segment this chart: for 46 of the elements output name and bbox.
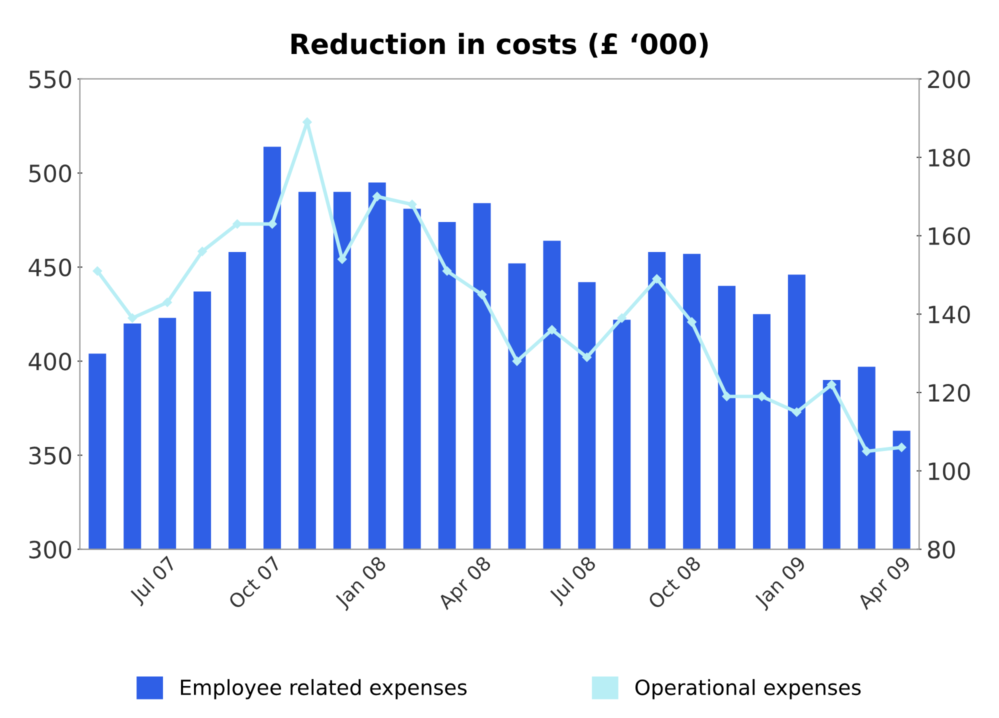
y2-tick-label: 160 — [928, 227, 970, 246]
point — [512, 356, 522, 366]
y2-tick-label: 180 — [928, 148, 970, 167]
y-tick-label: 300 — [29, 540, 72, 559]
point — [687, 317, 696, 327]
point — [268, 219, 277, 229]
point — [547, 325, 557, 334]
legend-label: Employee related expenses — [181, 679, 467, 700]
y2-tick-label: 120 — [928, 384, 970, 402]
point — [198, 246, 207, 256]
legend-label: Operational expenses — [635, 679, 861, 700]
x-tick-label: Jul 07 — [128, 555, 180, 606]
point — [162, 298, 172, 307]
point — [582, 352, 592, 362]
y-tick-label: 500 — [29, 164, 72, 182]
point — [477, 290, 487, 300]
x-tick-label: Oct 07 — [228, 556, 282, 610]
y2-tick-label: 80 — [928, 540, 955, 559]
x-tick-label: Jan 09 — [753, 555, 809, 612]
x-tick-label: Oct 08 — [647, 555, 702, 610]
point — [407, 200, 417, 210]
y-tick-label: 450 — [28, 258, 72, 276]
point — [617, 313, 626, 323]
x-tick-label: Apr 09 — [856, 555, 914, 613]
y-tick-label: 400 — [28, 352, 72, 370]
point — [862, 446, 872, 456]
y-tick-label: 350 — [29, 446, 72, 465]
point — [232, 219, 242, 229]
y-tick-label: 550 — [29, 70, 72, 88]
y2-tick-label: 200 — [928, 70, 970, 88]
chart-title: Reduction in costs (£ ‘000) — [291, 32, 708, 58]
y2-tick-label: 140 — [928, 306, 970, 324]
point — [372, 192, 382, 202]
point — [128, 313, 137, 323]
point — [827, 380, 836, 390]
point — [792, 407, 802, 417]
x-tick-label: Apr 08 — [436, 555, 494, 613]
point — [652, 274, 662, 284]
x-tick-label: Jul 08 — [548, 555, 600, 606]
point — [896, 442, 906, 452]
point — [722, 392, 732, 402]
point — [92, 266, 102, 276]
point — [442, 266, 452, 276]
x-tick-label: Jan 08 — [334, 555, 390, 612]
y2-tick-label: 100 — [928, 462, 970, 480]
point — [757, 392, 766, 402]
